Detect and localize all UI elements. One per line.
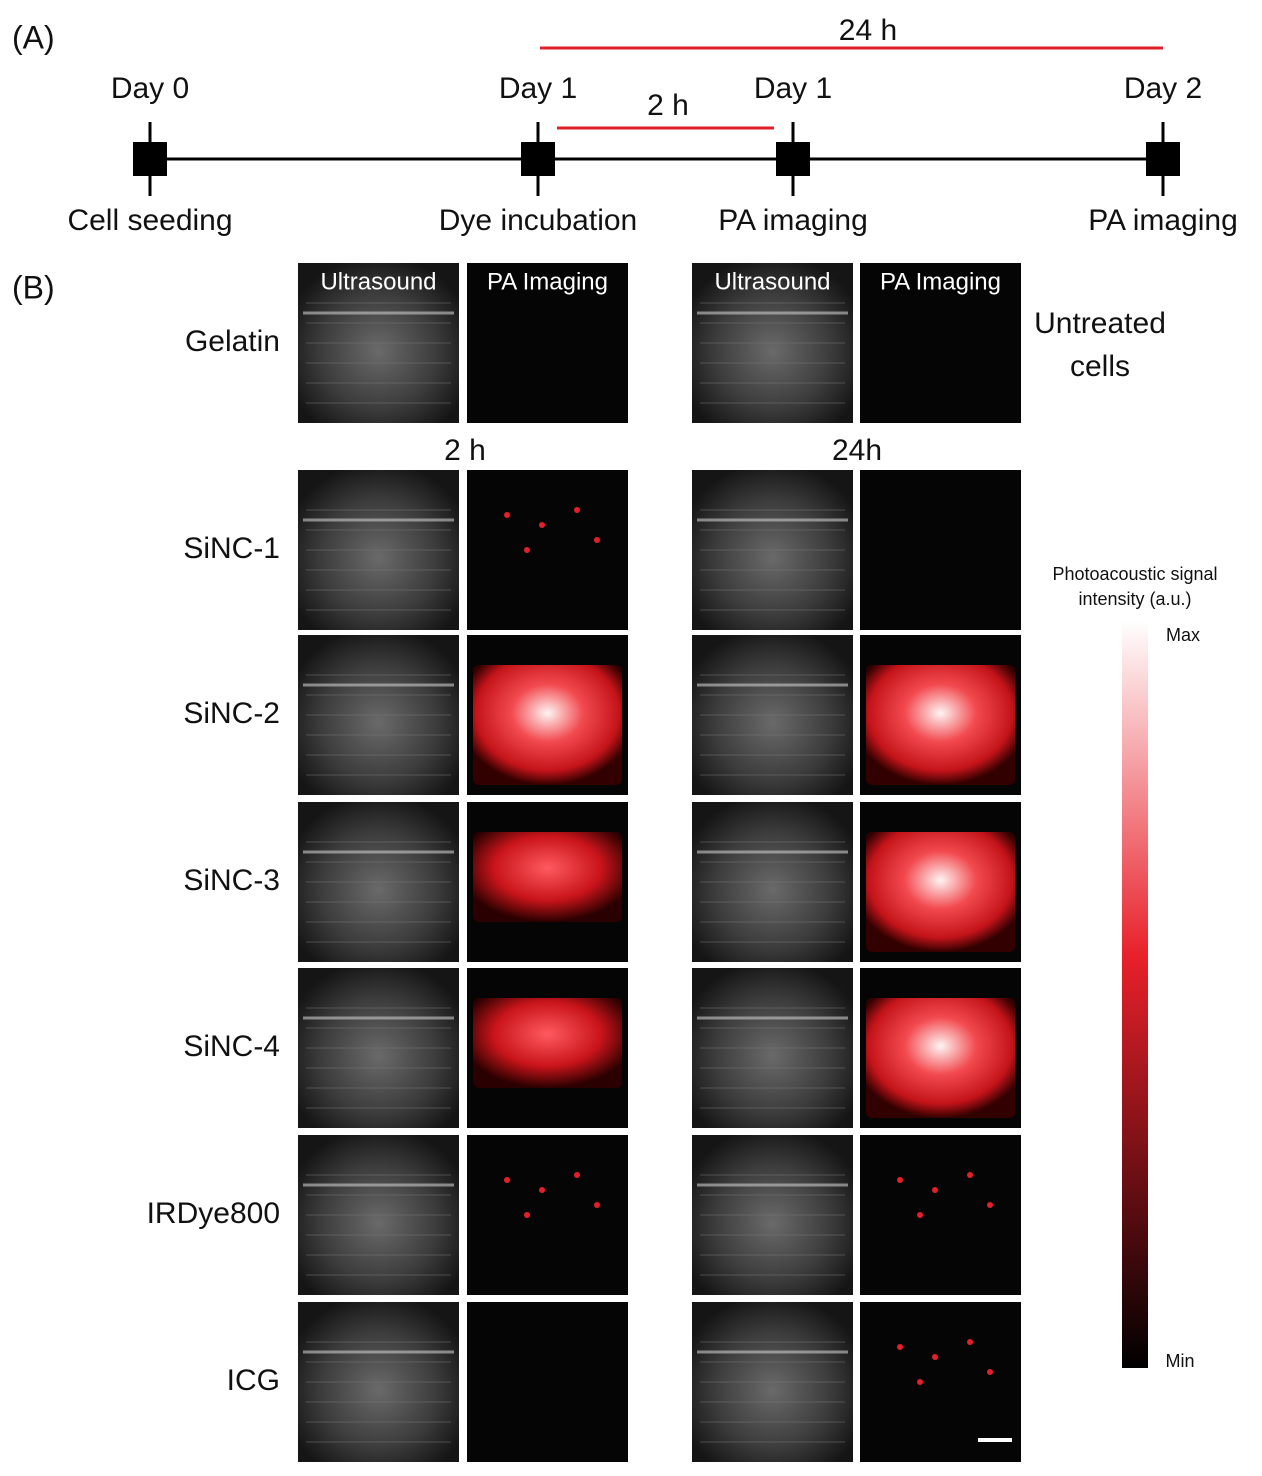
pa-spot (574, 507, 580, 513)
panel-label: (B) (12, 269, 55, 305)
pa-spot (539, 522, 545, 528)
colorbar (1122, 620, 1148, 1368)
panel-b: (B) 2 h 24h Untreated cells Photoacousti… (12, 269, 1218, 1370)
image-bg (298, 263, 459, 423)
pa-spot (917, 1379, 923, 1385)
event-step: PA imaging (718, 204, 868, 237)
colorbar-max: Max (1166, 625, 1200, 645)
image-bg (298, 1302, 459, 1462)
pa-spot (932, 1354, 938, 1360)
image-bg (298, 1135, 459, 1295)
image-bg (860, 470, 1021, 630)
pa-spot (539, 1187, 545, 1193)
image-bg (467, 470, 628, 630)
image-bg (692, 1302, 853, 1462)
pa-signal (473, 665, 622, 785)
row-label: ICG (227, 1364, 280, 1397)
pa-spot (504, 1177, 510, 1183)
row-label: SiNC-4 (183, 1030, 280, 1063)
span-label: 2 h (647, 89, 689, 122)
event-step: PA imaging (1088, 204, 1238, 237)
column-header: PA Imaging (487, 268, 608, 295)
event-day: Day 1 (754, 72, 832, 105)
image-bg (298, 968, 459, 1128)
control-label: cells (1070, 350, 1130, 383)
pa-signal (473, 832, 622, 922)
event-marker (776, 142, 810, 176)
image-bg (692, 1135, 853, 1295)
control-label: Untreated (1034, 307, 1166, 340)
column-header: Ultrasound (320, 268, 436, 295)
event-marker (133, 142, 167, 176)
span-label: 24 h (839, 14, 897, 47)
pa-spot (524, 1212, 530, 1218)
column-header: PA Imaging (880, 268, 1001, 295)
colorbar-title: intensity (a.u.) (1078, 589, 1191, 609)
pa-spot (504, 512, 510, 518)
pa-spot (967, 1339, 973, 1345)
pa-spot (524, 547, 530, 553)
event-day: Day 1 (499, 72, 577, 105)
panel-label: (A) (12, 19, 55, 55)
pa-spot (917, 1212, 923, 1218)
image-bg (860, 1135, 1021, 1295)
event-day: Day 0 (111, 72, 189, 105)
image-bg (298, 470, 459, 630)
image-bg (692, 802, 853, 962)
image-bg (467, 263, 628, 423)
pa-spot (897, 1177, 903, 1183)
image-bg (692, 470, 853, 630)
pa-spot (594, 537, 600, 543)
pa-spot (932, 1187, 938, 1193)
pa-spot (897, 1344, 903, 1350)
image-bg (467, 1135, 628, 1295)
image-bg (298, 802, 459, 962)
pa-spot (987, 1202, 993, 1208)
colorbar-min: Min (1165, 1351, 1194, 1371)
time-label: 2 h (444, 434, 486, 467)
event-step: Cell seeding (67, 204, 232, 237)
image-bg (692, 635, 853, 795)
colorbar-title: Photoacoustic signal (1052, 564, 1217, 584)
panel-a: (A) 24 h 2 h (12, 14, 1163, 161)
pa-spot (594, 1202, 600, 1208)
image-bg (860, 263, 1021, 423)
event-marker (521, 142, 555, 176)
image-bg (860, 1302, 1021, 1462)
row-label: Gelatin (185, 325, 280, 358)
event-step: Dye incubation (439, 204, 637, 237)
pa-signal (473, 998, 622, 1088)
pa-signal (866, 998, 1015, 1118)
event-marker (1146, 142, 1180, 176)
row-label: SiNC-1 (183, 532, 280, 565)
image-bg (692, 263, 853, 423)
row-label: SiNC-2 (183, 697, 280, 730)
pa-signal (866, 832, 1015, 952)
image-bg (692, 968, 853, 1128)
column-header: Ultrasound (714, 268, 830, 295)
time-label: 24h (832, 434, 882, 467)
pa-spot (967, 1172, 973, 1178)
pa-spot (574, 1172, 580, 1178)
pa-spot (987, 1369, 993, 1375)
row-label: IRDye800 (147, 1197, 280, 1230)
row-label: SiNC-3 (183, 864, 280, 897)
image-bg (298, 635, 459, 795)
image-bg (467, 1302, 628, 1462)
pa-signal (866, 665, 1015, 785)
event-day: Day 2 (1124, 72, 1202, 105)
